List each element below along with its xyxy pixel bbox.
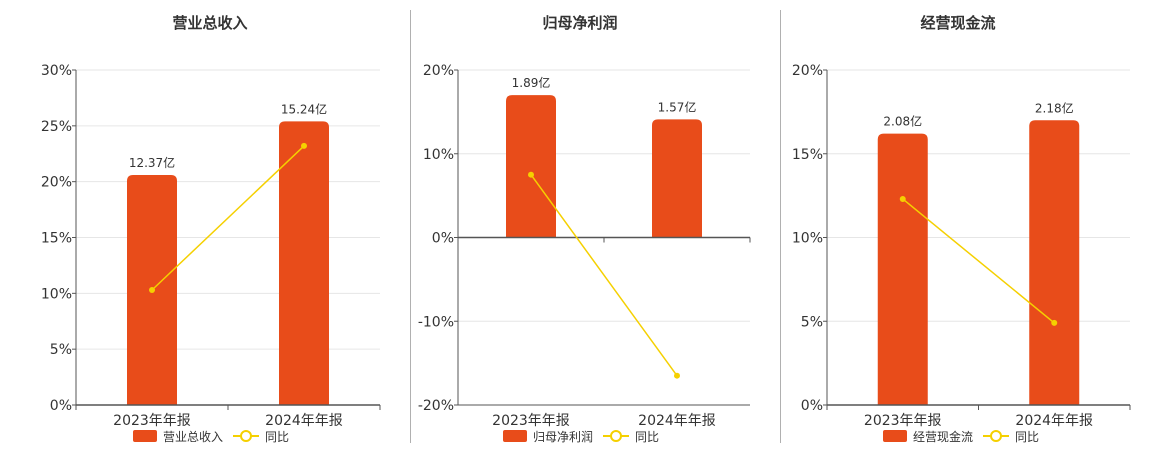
legend-bar-swatch [503, 430, 527, 442]
yoy-point [528, 171, 534, 178]
y-tick-label: 15% [792, 147, 823, 163]
bar [1029, 120, 1080, 405]
bar-data-label: 1.57亿 [658, 99, 697, 114]
yoy-point [899, 195, 906, 202]
bar-data-label: 15.24亿 [281, 101, 327, 116]
chart-title: 归母净利润 [542, 14, 617, 32]
chart-title: 经营现金流 [920, 14, 995, 32]
yoy-point [674, 372, 680, 379]
yoy-point [149, 286, 155, 293]
bar [506, 95, 556, 238]
y-tick-label: 10% [792, 231, 823, 247]
legend-bar-swatch [133, 430, 157, 442]
y-tick-label: 0% [801, 398, 823, 414]
y-tick-label: 5% [50, 342, 72, 358]
y-tick-label: 20% [423, 63, 454, 79]
y-tick-label: 25% [41, 119, 72, 135]
legend-line-label: 同比 [635, 430, 659, 444]
bar-data-label: 12.37亿 [129, 155, 175, 170]
chart-panel-3: 经营现金流 0% 5% 10% 15% 20% 2.08亿 2.18亿 2023年年报 2024年… [792, 14, 1131, 444]
y-tick-label: -20% [418, 398, 454, 414]
y-tick-label: 0% [432, 231, 454, 247]
y-tick-label: -10% [418, 314, 454, 330]
legend-line-marker [610, 430, 622, 442]
y-tick-label: 10% [41, 286, 72, 302]
x-tick-label: 2023年年报 [113, 413, 191, 429]
legend-line-label: 同比 [1015, 430, 1039, 444]
y-tick-label: 5% [801, 314, 823, 330]
panel-divider-2 [780, 10, 781, 443]
yoy-line [902, 198, 1055, 324]
bar-data-label: 2.08亿 [883, 114, 922, 129]
y-tick-label: 0% [50, 398, 72, 414]
legend-bar-label: 归母净利润 [533, 430, 593, 444]
x-tick-label: 2024年年报 [638, 413, 716, 429]
chart-panel-1: 营业总收入 0% 5% 10% 15% 20% 25% 30% 12.37亿 15.24亿 2023… [41, 14, 381, 444]
y-tick-label: 30% [41, 63, 72, 79]
bar [652, 119, 702, 238]
legend-line-marker [240, 430, 252, 442]
legend-line-label: 同比 [265, 430, 289, 444]
y-tick-label: 10% [423, 147, 454, 163]
bar-data-label: 1.89亿 [512, 75, 551, 90]
y-tick-label: 15% [41, 231, 72, 247]
bar [877, 133, 928, 405]
chart-title: 营业总收入 [172, 14, 247, 32]
y-tick-label: 20% [792, 63, 823, 79]
y-tick-label: 20% [41, 175, 72, 191]
bar [279, 121, 329, 405]
yoy-line [530, 174, 678, 377]
yoy-line [151, 145, 305, 291]
legend-bar-swatch [883, 430, 907, 442]
x-tick-label: 2023年年报 [492, 413, 570, 429]
x-tick-label: 2023年年报 [864, 413, 942, 429]
legend-bar-label: 营业总收入 [163, 430, 223, 444]
panel-divider-1 [410, 10, 411, 443]
legend-bar-label: 经营现金流 [913, 429, 973, 444]
yoy-point [301, 142, 307, 149]
bar-data-label: 2.18亿 [1035, 100, 1074, 115]
x-tick-label: 2024年年报 [1015, 413, 1093, 429]
legend-line-marker [990, 430, 1002, 442]
yoy-point [1051, 319, 1058, 326]
x-tick-label: 2024年年报 [265, 413, 343, 429]
chart-panel-2: 归母净利润 -20% -10% 0% 10% 20% 1.89亿 1.57亿 2023年年报 20… [418, 14, 751, 444]
